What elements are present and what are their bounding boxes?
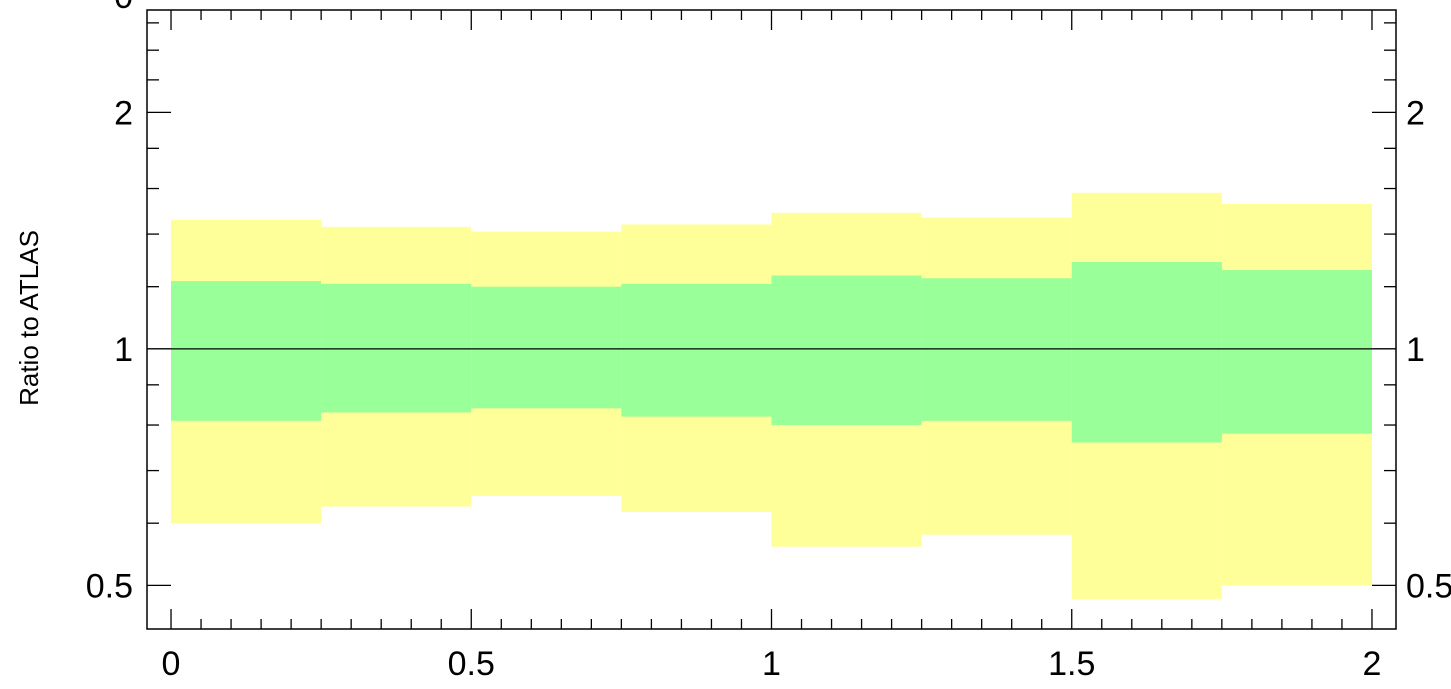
x-tick-label: 2 (1363, 645, 1382, 683)
inner-band-bin-4 (621, 283, 772, 417)
plot-frame (146, 9, 1397, 630)
y-tick-label-top-partial: 0 (114, 0, 133, 16)
inner-band-bin-3 (471, 286, 622, 409)
y-tick-label-right: 2 (1406, 94, 1425, 132)
inner-band-bin-2 (321, 283, 472, 413)
y-tick-label-left: 2 (114, 94, 133, 132)
x-tick-label: 1 (762, 645, 781, 683)
y-axis-label: Ratio to ATLAS (14, 230, 44, 406)
inner-band-bin-6 (921, 278, 1072, 421)
y-tick-label-right: 0.5 (1406, 567, 1451, 605)
uncertainty-bands (171, 192, 1372, 600)
axis-ticks (147, 10, 1396, 629)
x-tick-label: 0.5 (448, 645, 495, 683)
x-tick-label: 1.5 (1048, 645, 1095, 683)
y-tick-label-left: 0.5 (86, 567, 133, 605)
y-tick-label-right: 1 (1406, 331, 1425, 369)
inner-band-bin-7 (1071, 262, 1222, 443)
inner-band-bin-8 (1221, 270, 1372, 434)
inner-band-bin-5 (771, 275, 922, 426)
inner-band-bin-1 (171, 281, 322, 421)
x-tick-label: 0 (162, 645, 181, 683)
tick-labels: 0 0.5 1 1.5 2 0.5 1 2 0.5 1 2 0 (86, 0, 1451, 683)
y-tick-label-left: 1 (114, 331, 133, 369)
